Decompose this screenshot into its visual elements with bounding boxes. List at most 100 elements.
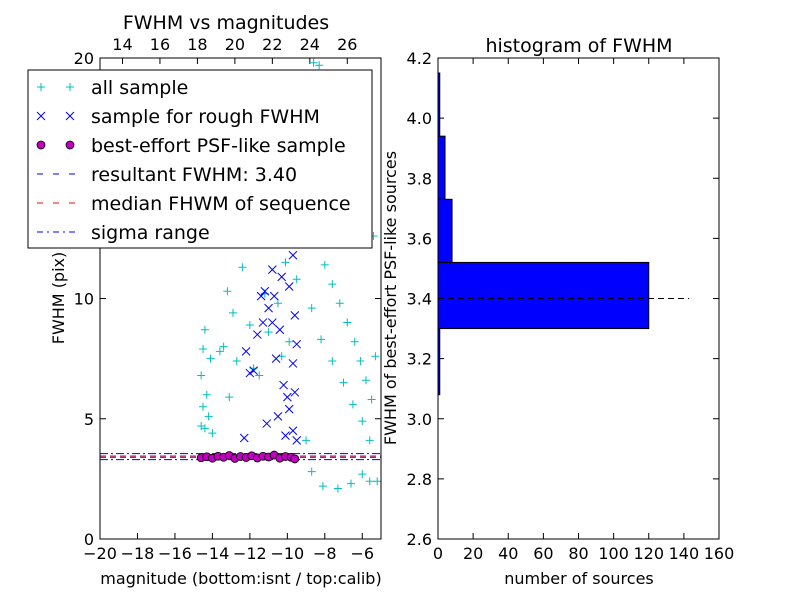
scatter-x-tick-label: −18 — [121, 544, 155, 563]
top-x-tick-label: 14 — [112, 35, 132, 54]
scatter-point-all — [309, 58, 318, 67]
scatter-chart: FWHM vs magnitudes 14 16 18 20 22 24 26 −20 −18… — [27, 12, 382, 588]
scatter-title: FWHM vs magnitudes — [123, 12, 329, 34]
scatter-point-all — [245, 320, 254, 329]
legend-entry: resultant FWHM: 3.40 — [37, 164, 297, 186]
scatter-point-all — [317, 335, 326, 344]
scatter-point-all — [373, 477, 381, 486]
histogram-x-tick-label: 140 — [669, 544, 700, 563]
scatter-point-all — [232, 357, 241, 366]
scatter-point-all — [66, 83, 74, 91]
histogram-x-tick-label: 120 — [633, 544, 664, 563]
scatter-x-tick-labels: −20 −18 −16 −14 −12 −10 −8 −6 — [83, 544, 374, 563]
scatter-point-all — [197, 371, 206, 380]
histogram-x-tick-label: 40 — [498, 544, 518, 563]
top-x-tick-label: 18 — [187, 35, 207, 54]
legend: all sample sample for rough FWHM best-effo… — [27, 69, 373, 249]
scatter-point-all — [219, 342, 228, 351]
scatter-y-tick-label: 10 — [74, 290, 94, 309]
scatter-point-all — [225, 393, 234, 402]
legend-label: sigma range — [91, 222, 210, 244]
legend-marker-o — [65, 140, 75, 150]
scatter-point-all — [365, 436, 374, 445]
top-x-tick-label: 16 — [150, 35, 170, 54]
scatter-point-all — [335, 299, 344, 308]
scatter-point-rough — [281, 431, 290, 440]
scatter-point-rough — [273, 411, 283, 421]
scatter-point-all — [200, 325, 209, 334]
scatter-point-all — [339, 378, 348, 387]
top-x-tick-label: 22 — [262, 35, 282, 54]
legend-marker-o — [36, 140, 46, 150]
scatter-point-all — [365, 477, 374, 486]
scatter-y-tick-label: 0 — [84, 530, 94, 549]
scatter-point-all — [362, 376, 371, 385]
scatter-point-all — [333, 484, 342, 493]
scatter-x-tick-label: −14 — [196, 544, 230, 563]
histogram-y-tick-labels: 2.6 2.8 3.0 3.2 3.4 3.6 3.8 4.0 4.2 — [407, 49, 432, 549]
scatter-y-tick-label: 5 — [84, 410, 94, 429]
scatter-point-rough — [275, 325, 285, 335]
scatter-x-tick-label: −16 — [158, 544, 192, 563]
scatter-point-all — [328, 280, 337, 289]
scatter-point-all — [358, 417, 367, 426]
scatter-point-all — [199, 402, 208, 411]
scatter-point-all — [264, 328, 273, 337]
histogram-y-tick-label: 3.4 — [407, 290, 432, 309]
top-x-tick-label: 20 — [225, 35, 245, 54]
legend-entry: sample for rough FWHM — [36, 106, 320, 128]
histogram-x-tick-label: 80 — [568, 544, 588, 563]
scatter-point-rough — [292, 436, 302, 445]
legend-entry: median FHWM of sequence — [37, 193, 351, 215]
scatter-x-tick-label: −8 — [313, 544, 337, 563]
scatter-point-rough — [267, 318, 277, 327]
histogram-y-tick-label: 3.6 — [407, 229, 432, 248]
scatter-point-rough — [288, 359, 298, 368]
scatter-point-rough — [282, 392, 292, 402]
scatter-point-all — [371, 352, 380, 361]
scatter-point-all — [204, 412, 213, 421]
scatter-point-all — [292, 275, 301, 284]
legend-entry: all sample — [37, 77, 188, 99]
scatter-point-all — [350, 337, 359, 346]
histogram-chart: histogram of FWHM 0 20 40 60 80 100 120 140 160 … — [381, 35, 734, 588]
legend-label: best-effort PSF-like sample — [91, 135, 346, 157]
top-x-tick-label: 26 — [337, 35, 357, 54]
scatter-point-rough — [292, 339, 302, 349]
scatter-point-rough — [284, 282, 294, 291]
scatter-point-all — [347, 479, 356, 488]
scatter-point-rough — [264, 303, 273, 313]
scatter-point-all — [315, 61, 324, 70]
scatter-point-rough — [262, 419, 272, 428]
histogram-y-tick-label: 2.8 — [407, 470, 432, 489]
legend-label: resultant FWHM: 3.40 — [91, 164, 297, 186]
legend-label: sample for rough FWHM — [91, 106, 320, 128]
histogram-y-tick-label: 4.0 — [407, 109, 432, 128]
histogram-x-tick-labels: 0 20 40 60 80 100 120 140 160 — [433, 544, 734, 563]
scatter-point-all — [318, 482, 327, 491]
scatter-point-rough — [253, 330, 262, 339]
scatter-point-all — [348, 400, 357, 409]
scatter-point-rough — [267, 265, 277, 274]
histogram-y-tick-label: 3.0 — [407, 410, 432, 429]
histogram-y-tick-label: 3.2 — [407, 350, 432, 369]
histogram-x-tick-label: 60 — [533, 544, 553, 563]
histogram-x-tick-label: 100 — [598, 544, 629, 563]
scatter-point-all — [307, 467, 316, 476]
histogram-y-label: FWHM of best-effort PSF-like sources — [381, 151, 400, 445]
scatter-point-psf — [290, 454, 300, 464]
scatter-point-rough — [284, 404, 294, 414]
scatter-point-rough — [258, 318, 268, 327]
scatter-point-rough — [256, 291, 266, 301]
scatter-point-rough — [288, 250, 298, 260]
scatter-point-all — [238, 263, 247, 272]
scatter-point-all — [358, 470, 367, 479]
scatter-point-all — [281, 258, 290, 267]
scatter-point-rough — [290, 310, 300, 320]
scatter-point-all — [208, 429, 217, 438]
legend-label: all sample — [91, 77, 188, 99]
scatter-point-all — [320, 260, 329, 269]
scatter-point-all — [200, 424, 209, 433]
scatter-point-rough — [290, 387, 300, 397]
